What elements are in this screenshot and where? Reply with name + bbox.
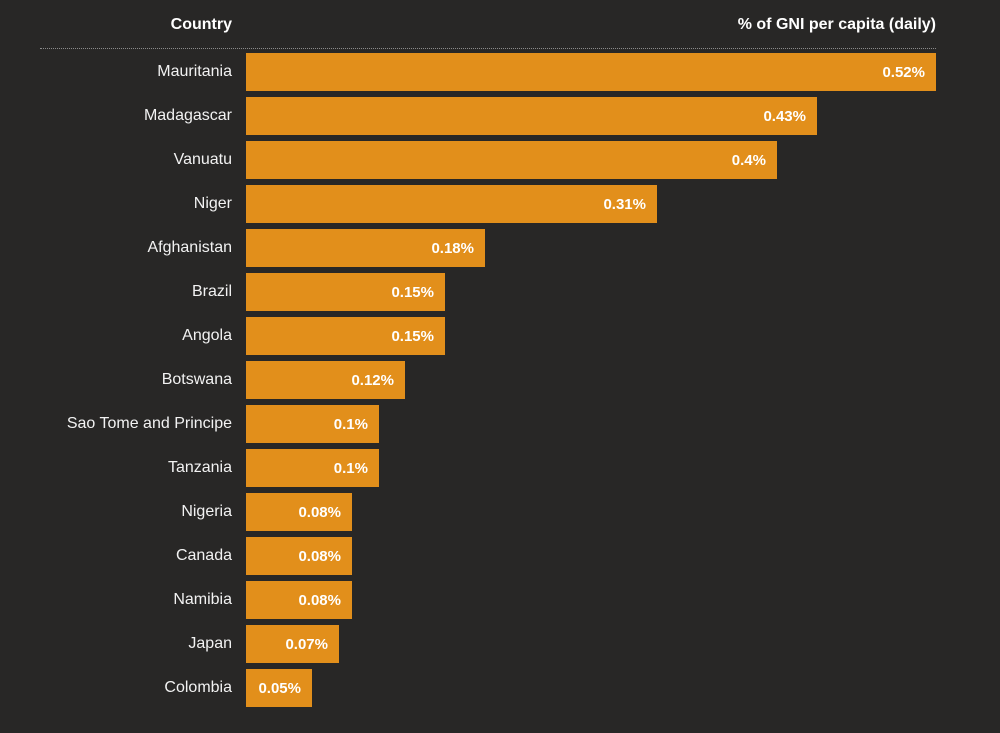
bar-value-label: 0.15% xyxy=(391,327,434,345)
chart-row: Sao Tome and Principe 0.1% xyxy=(40,405,936,443)
chart-row: Brazil 0.15% xyxy=(40,273,936,311)
country-label: Afghanistan xyxy=(147,239,232,256)
bar-value-label: 0.07% xyxy=(285,635,328,653)
chart-row: Niger 0.31% xyxy=(40,185,936,223)
bar-value-label: 0.43% xyxy=(763,107,806,125)
chart-row: Nigeria 0.08% xyxy=(40,493,936,531)
bar-afghanistan[interactable]: 0.18% xyxy=(246,229,485,267)
country-label: Mauritania xyxy=(157,63,232,80)
bar-nigeria[interactable]: 0.08% xyxy=(246,493,352,531)
chart-row: Namibia 0.08% xyxy=(40,581,936,619)
country-label: Madagascar xyxy=(143,107,232,124)
bar-angola[interactable]: 0.15% xyxy=(246,317,445,355)
bar-value-label: 0.08% xyxy=(298,503,341,521)
bar-madagascar[interactable]: 0.43% xyxy=(246,97,817,135)
column-header-country: Country xyxy=(170,16,232,33)
bar-colombia[interactable]: 0.05% xyxy=(246,669,312,707)
column-header-value: % of GNI per capita (daily) xyxy=(737,16,936,33)
chart-row: Madagascar 0.43% xyxy=(40,97,936,135)
country-label: Angola xyxy=(182,327,232,344)
bar-value-label: 0.15% xyxy=(391,283,434,301)
bar-brazil[interactable]: 0.15% xyxy=(246,273,445,311)
bar-sao-tome-and-principe[interactable]: 0.1% xyxy=(246,405,379,443)
chart-row: Afghanistan 0.18% xyxy=(40,229,936,267)
chart-header: Country % of GNI per capita (daily) xyxy=(40,16,936,48)
bar-value-label: 0.08% xyxy=(298,547,341,565)
header-separator xyxy=(40,48,936,49)
chart-row: Colombia 0.05% xyxy=(40,669,936,707)
bar-value-label: 0.52% xyxy=(882,63,925,81)
chart-row: Canada 0.08% xyxy=(40,537,936,575)
bar-value-label: 0.31% xyxy=(603,195,646,213)
bar-canada[interactable]: 0.08% xyxy=(246,537,352,575)
country-label: Sao Tome and Principe xyxy=(66,415,232,432)
bar-value-label: 0.08% xyxy=(298,591,341,609)
country-label: Nigeria xyxy=(181,503,232,520)
country-label: Canada xyxy=(175,547,232,564)
country-label: Vanuatu xyxy=(173,151,232,168)
bar-value-label: 0.4% xyxy=(731,151,766,169)
chart-row: Angola 0.15% xyxy=(40,317,936,355)
bar-japan[interactable]: 0.07% xyxy=(246,625,339,663)
bar-niger[interactable]: 0.31% xyxy=(246,185,657,223)
bar-value-label: 0.12% xyxy=(351,371,394,389)
chart-row: Japan 0.07% xyxy=(40,625,936,663)
bar-vanuatu[interactable]: 0.4% xyxy=(246,141,777,179)
country-label: Japan xyxy=(188,635,232,652)
country-label: Tanzania xyxy=(167,459,232,476)
bar-value-label: 0.1% xyxy=(333,415,368,433)
bar-mauritania[interactable]: 0.52% xyxy=(246,53,936,91)
bar-botswana[interactable]: 0.12% xyxy=(246,361,405,399)
chart-row: Tanzania 0.1% xyxy=(40,449,936,487)
country-label: Niger xyxy=(193,195,232,212)
country-label: Brazil xyxy=(191,283,232,300)
bar-value-label: 0.18% xyxy=(431,239,474,257)
chart-rows: Mauritania 0.52% Madagascar 0.43% Vanuatu 0.4… xyxy=(40,53,936,707)
bar-value-label: 0.05% xyxy=(258,679,301,697)
bar-tanzania[interactable]: 0.1% xyxy=(246,449,379,487)
bar-namibia[interactable]: 0.08% xyxy=(246,581,352,619)
bar-value-label: 0.1% xyxy=(333,459,368,477)
country-label: Colombia xyxy=(164,679,232,696)
chart-row: Vanuatu 0.4% xyxy=(40,141,936,179)
chart-row: Mauritania 0.52% xyxy=(40,53,936,91)
chart-row: Botswana 0.12% xyxy=(40,361,936,399)
country-label: Botswana xyxy=(161,371,232,388)
country-label: Namibia xyxy=(173,591,232,608)
